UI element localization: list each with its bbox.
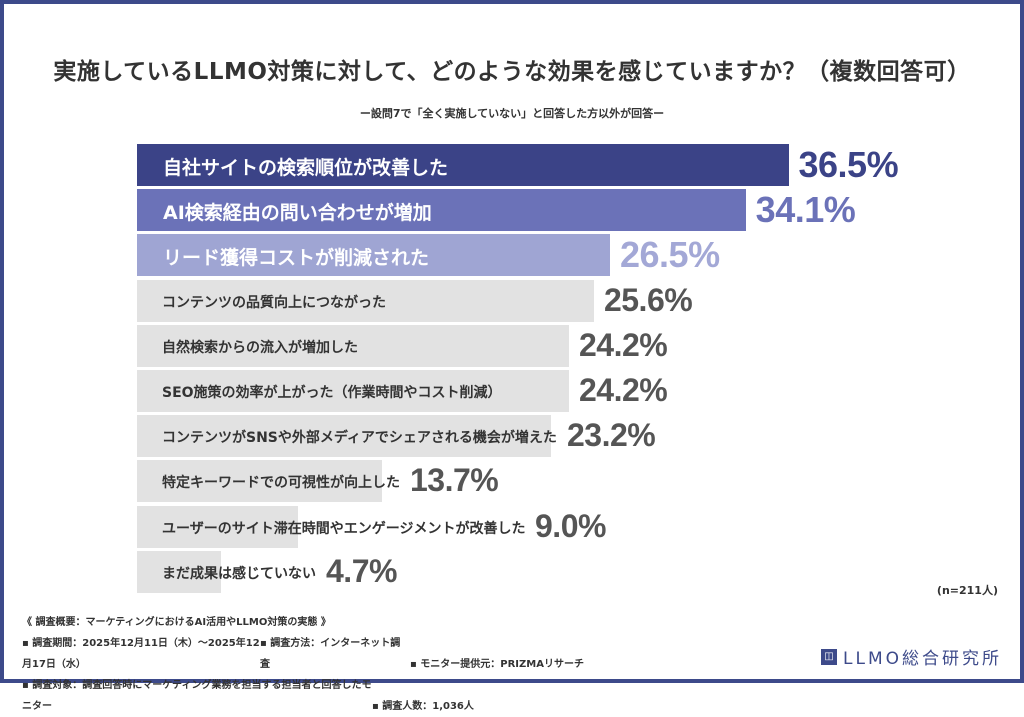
footer-target: ▪ 調査対象：調査回答時にマーケティング業務を担当する担当者と回答したモニター xyxy=(22,680,372,712)
category-label: ユーザーのサイト滞在時間やエンゲージメントが改善した xyxy=(162,520,526,537)
bar xyxy=(137,415,552,458)
logo: ◫ LLMO総合研究所 xyxy=(821,644,1002,669)
bar xyxy=(137,144,789,186)
bar-chart: 自社サイトの検索順位が改善した 36.5% AI検索経由の問い合わせが増加 34.1%… xyxy=(137,144,899,593)
logo-mark-icon: ◫ xyxy=(821,648,837,665)
value-label: 36.5% xyxy=(798,144,899,185)
footer-count: ▪ 調査人数：1,036人 xyxy=(372,701,474,712)
category-label: SEO施策の効率が上がった（作業時間やコスト削減） xyxy=(162,385,502,401)
bar xyxy=(137,234,611,277)
bar xyxy=(137,460,382,503)
value-label: 13.7% xyxy=(410,462,499,499)
bar xyxy=(137,324,569,367)
survey-footer: 《 調査概要：マーケティングにおけるAI活用やLLMO対策の実態 》 ▪ 調査期… xyxy=(22,612,584,717)
footer-period: ▪ 調査期間：2025年12月11日（木）～2025年12月17日（水） xyxy=(22,638,260,670)
category-label: コンテンツの品質向上につながった xyxy=(162,294,386,311)
category-label: 自社サイトの検索順位が改善した xyxy=(163,157,449,179)
bar xyxy=(137,550,221,593)
bar xyxy=(137,505,298,548)
chart-title: 実施しているLLMO対策に対して、どのような効果を感じていますか？（複数回答可） xyxy=(53,59,971,85)
category-label: まだ成果は感じていない xyxy=(162,565,316,582)
bar xyxy=(137,189,746,232)
value-label: 34.1% xyxy=(755,189,856,231)
logo-text: LLMO総合研究所 xyxy=(843,649,1002,669)
category-label: リード獲得コストが削減された xyxy=(163,247,430,270)
page-frame xyxy=(0,0,1024,683)
category-label: コンテンツがSNSや外部メディアでシェアされる機会が増えた xyxy=(162,430,557,447)
value-label: 24.2% xyxy=(578,326,668,363)
bar xyxy=(137,279,594,322)
value-label: 23.2% xyxy=(567,417,656,454)
chart-subtitle: ー設問7で「全く実施していない」と回答した方以外が回答ー xyxy=(359,107,665,120)
category-label: 自然検索からの流入が増加した xyxy=(162,339,358,356)
category-label: 特定キーワードでの可視性が向上した xyxy=(162,475,400,492)
value-label: 26.5% xyxy=(620,234,720,276)
value-label: 24.2% xyxy=(578,372,668,408)
sample-size: (n=211人) xyxy=(936,584,998,597)
footer-provider: ▪ モニター提供元：PRIZMAリサーチ xyxy=(410,659,584,670)
value-label: 9.0% xyxy=(535,507,606,544)
value-label: 25.6% xyxy=(603,281,693,318)
footer-heading: 《 調査概要：マーケティングにおけるAI活用やLLMO対策の実態 》 xyxy=(22,617,331,628)
category-label: AI検索経由の問い合わせが増加 xyxy=(163,202,432,225)
footer-method: ▪ 調査方法：インターネット調査 xyxy=(260,638,401,670)
bar xyxy=(137,370,569,412)
value-label: 4.7% xyxy=(326,552,397,589)
